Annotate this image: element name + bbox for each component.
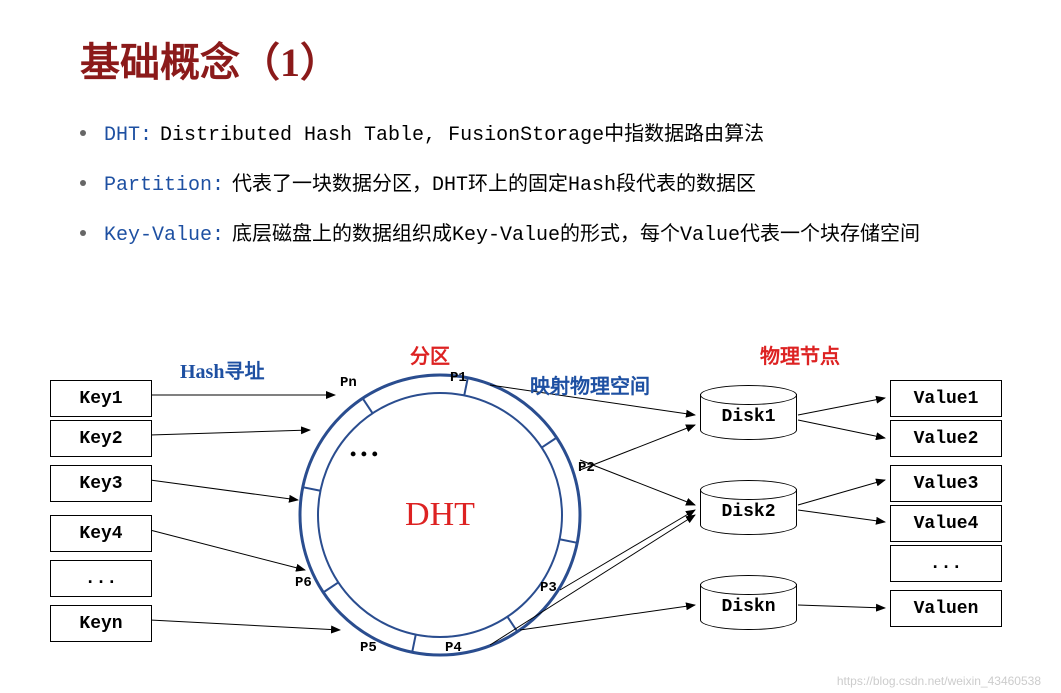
desc-partition: 代表了一块数据分区，DHT环上的固定Hash段代表的数据区: [232, 174, 756, 197]
partition-label: P4: [445, 640, 462, 656]
term-partition: Partition:: [104, 174, 224, 197]
term-dht: DHT:: [104, 124, 152, 147]
disk-node: Diskn: [700, 575, 795, 630]
desc-dht: Distributed Hash Table, FusionStorage中指数…: [160, 124, 764, 147]
section-label: Hash寻址: [180, 355, 264, 384]
partition-label: P1: [450, 370, 467, 386]
section-label: 映射物理空间: [530, 370, 650, 399]
value-cell: Value1: [890, 380, 1002, 417]
bullet-item: Key-Value: 底层磁盘上的数据组织成Key-Value的形式，每个Valu…: [80, 218, 1021, 252]
value-cell: ...: [890, 545, 1002, 582]
partition-label: P6: [295, 575, 312, 591]
page-title: 基础概念（1）: [80, 30, 1021, 88]
term-kv: Key-Value:: [104, 224, 224, 247]
watermark: https://blog.csdn.net/weixin_43460538: [837, 674, 1041, 688]
key-cell: Key4: [50, 515, 152, 552]
key-cell: ...: [50, 560, 152, 597]
section-label: 分区: [410, 340, 450, 369]
dht-diagram: DHT • • • Hash寻址 分区映射物理空间 物理节点 Key1Key2 Key3 K…: [40, 330, 1020, 670]
bullet-list: DHT: Distributed Hash Table, FusionStorag…: [80, 118, 1021, 252]
bullet-dot: [80, 130, 86, 136]
section-label: 物理节点: [760, 340, 840, 369]
svg-text:• • •: • • •: [350, 444, 378, 464]
bullet-item: Partition: 代表了一块数据分区，DHT环上的固定Hash段代表的数据区: [80, 168, 1021, 202]
value-cell: Value4: [890, 505, 1002, 542]
partition-label: P5: [360, 640, 377, 656]
desc-kv: 底层磁盘上的数据组织成Key-Value的形式，每个Value代表一个块存储空间: [232, 224, 920, 247]
key-cell: Key2: [50, 420, 152, 457]
bullet-dot: [80, 180, 86, 186]
partition-label: Pn: [340, 375, 357, 391]
disk-node: Disk1: [700, 385, 795, 440]
value-cell: Valuen: [890, 590, 1002, 627]
value-cell: Value3: [890, 465, 1002, 502]
value-cell: Value2: [890, 420, 1002, 457]
key-cell: Key3: [50, 465, 152, 502]
partition-label: P3: [540, 580, 557, 596]
svg-text:DHT: DHT: [405, 496, 475, 533]
bullet-dot: [80, 230, 86, 236]
key-cell: Keyn: [50, 605, 152, 642]
partition-label: P2: [578, 460, 595, 476]
key-cell: Key1: [50, 380, 152, 417]
bullet-item: DHT: Distributed Hash Table, FusionStorag…: [80, 118, 1021, 152]
disk-node: Disk2: [700, 480, 795, 535]
